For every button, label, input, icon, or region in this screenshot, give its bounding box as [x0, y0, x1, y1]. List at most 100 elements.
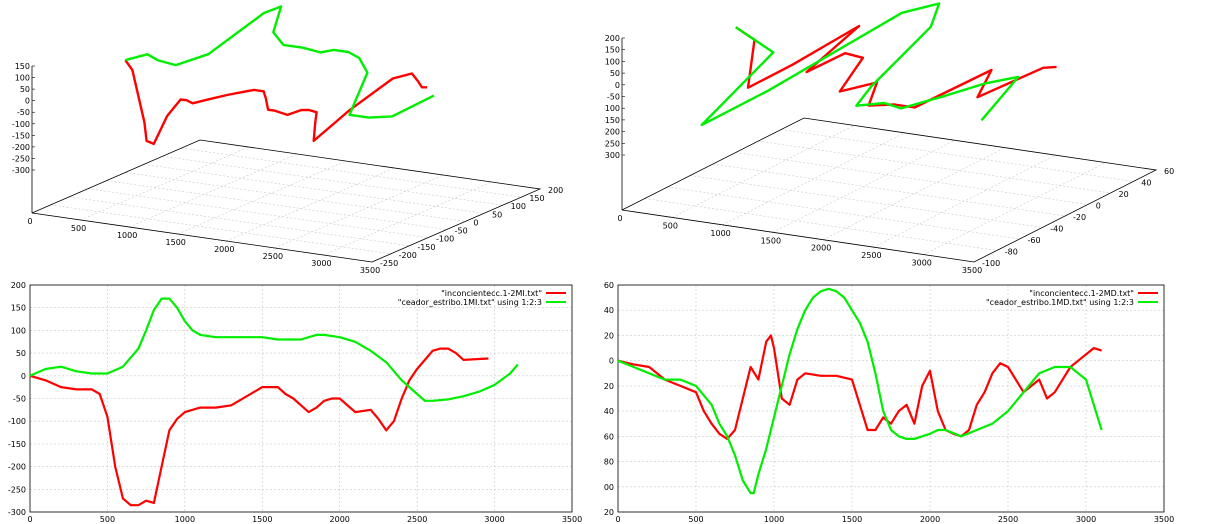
x-tick-label: 0: [615, 515, 620, 524]
y-tick-label: 150: [529, 194, 544, 203]
panel-3d-left: 0500100015002000250030003500-250-200-150…: [12, 5, 563, 275]
y-tick-label: -200: [399, 251, 417, 260]
z-tick-label: -50: [607, 93, 620, 102]
z-tick-label: -50: [17, 108, 30, 117]
y-tick-label: 0: [21, 372, 26, 381]
series-line-2: [700, 2, 1020, 127]
floor-gridline: [106, 180, 447, 230]
y-tick-label: -300: [8, 508, 26, 517]
y-tick-label: 100: [511, 202, 526, 211]
x-tick-label: 3500: [360, 266, 380, 275]
z-tick-label: -200: [12, 143, 30, 152]
x-tick-label: 2000: [920, 515, 940, 524]
y-tick-label: -20: [604, 382, 614, 391]
x-tick-label: 0: [27, 515, 32, 524]
y-tick-label: -100: [8, 417, 26, 426]
floor-frame: [31, 139, 542, 263]
floor-frame: [621, 117, 1158, 263]
y-tick-label: -60: [1028, 236, 1041, 245]
z-tick-label: 100: [15, 74, 30, 83]
y-tick-label: 50: [16, 349, 26, 358]
x-tick-label: 1000: [175, 515, 195, 524]
y-tick-label: 60: [1164, 167, 1174, 176]
z-tick-label: 150: [605, 46, 620, 55]
z-tick-label: -300: [12, 166, 30, 175]
y-tick-label: 40: [1141, 179, 1151, 188]
y-tick-label: -100: [436, 235, 454, 244]
floor-gridline: [226, 167, 395, 242]
x-tick-label: 1000: [710, 229, 730, 238]
floor-gridline: [87, 188, 429, 238]
y-tick-label: 0: [473, 218, 478, 227]
x-tick-label: 3000: [311, 259, 331, 268]
floor-gridline: [69, 196, 410, 247]
y-tick-label: -120: [604, 508, 614, 517]
x-tick-label: 3000: [912, 259, 932, 268]
x-tick-label: 2000: [330, 515, 350, 524]
x-tick-label: 3000: [1076, 515, 1096, 524]
floor-gridline: [274, 174, 443, 249]
floor-gridline: [823, 147, 1006, 240]
series-line-2: [617, 287, 1103, 495]
legend-label-2: "ceador_estribo.1MI.txt" using 1:2:3: [398, 298, 542, 307]
x-tick-label: 1000: [764, 515, 784, 524]
x-tick-label: 0: [27, 217, 32, 226]
x-tick-label: 1500: [166, 238, 186, 247]
plot-frame: [617, 284, 1165, 513]
x-tick-label: 1500: [252, 515, 272, 524]
x-tick-label: 2000: [811, 244, 831, 253]
x-tick-label: 3000: [484, 515, 504, 524]
y-tick-label: 20: [604, 331, 614, 340]
y-tick-label: -150: [417, 243, 435, 252]
y-tick-label: 150: [11, 304, 26, 313]
z-tick-label: -100: [12, 120, 30, 129]
floor-gridline: [323, 181, 492, 256]
z-tick-label: -250: [12, 154, 30, 163]
floor-gridline: [162, 155, 503, 206]
x-tick-label: 3500: [562, 515, 582, 524]
panel-2d-right: 0 500 1000 1500 2000 2500 3000 3500 60 40 20 0 -20 -4…: [604, 281, 1174, 524]
z-tick-label: -150: [604, 116, 620, 125]
floor-gridline: [690, 175, 1043, 228]
x-tick-label: 1500: [842, 515, 862, 524]
z-tick-label: 50: [610, 69, 620, 78]
y-tick-label: -100: [604, 483, 614, 492]
y-tick-label: -80: [1005, 248, 1018, 257]
series-line-1: [124, 59, 428, 146]
y-tick-label: -100: [982, 259, 1000, 268]
y-tick-label: -40: [604, 407, 614, 416]
series-line-2: [124, 5, 435, 119]
z-tick-label: 0: [25, 97, 30, 106]
x-tick-label: 2500: [407, 515, 427, 524]
floor-gridline: [672, 125, 855, 218]
x-tick-label: 2500: [861, 251, 881, 260]
z-tick-label: 0: [615, 81, 620, 90]
floor-gridline: [667, 186, 1020, 240]
plot-frame: [29, 284, 573, 513]
floor-gridline: [735, 152, 1088, 205]
panel-2d-left: 0 500 1000 1500 2000 2500 3000 3500200150100500…: [8, 281, 582, 524]
y-tick-label: 0: [609, 357, 614, 366]
x-tick-label: 500: [663, 221, 678, 230]
z-tick-label: 50: [20, 85, 30, 94]
z-tick-label: 150: [15, 62, 30, 71]
x-tick-label: 3500: [1154, 515, 1174, 524]
x-tick-label: 500: [100, 515, 115, 524]
floor-gridline: [80, 146, 249, 221]
x-tick-label: 2000: [214, 245, 234, 254]
z-tick-label: -200: [604, 128, 620, 137]
floor-gridline: [50, 204, 391, 255]
y-tick-label: -60: [604, 432, 614, 441]
x-tick-label: 0: [617, 214, 622, 223]
y-tick-label: -40: [1050, 225, 1063, 234]
y-tick-label: -20: [1073, 213, 1086, 222]
series-line-1: [29, 347, 489, 507]
x-tick-label: 500: [71, 224, 86, 233]
y-tick-label: -200: [8, 463, 26, 472]
x-tick-label: 2500: [263, 252, 283, 261]
x-tick-label: 3500: [962, 266, 982, 275]
floor-gridline: [712, 163, 1066, 217]
floor-gridline: [129, 153, 298, 228]
series-line-2: [29, 297, 519, 402]
x-tick-label: 2500: [998, 515, 1018, 524]
